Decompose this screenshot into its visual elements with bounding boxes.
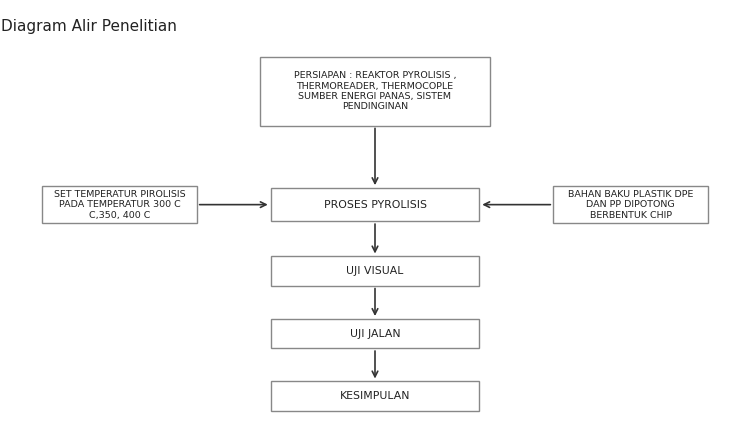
Text: KESIMPULAN: KESIMPULAN (340, 391, 410, 401)
Bar (260, 57, 490, 125)
Text: SET TEMPERATUR PIROLISIS
PADA TEMPERATUR 300 C
C,350, 400 C: SET TEMPERATUR PIROLISIS PADA TEMPERATUR… (53, 190, 185, 220)
Bar (554, 186, 708, 223)
Text: UJI VISUAL: UJI VISUAL (346, 266, 404, 276)
Text: PERSIAPAN : REAKTOR PYROLISIS ,
THERMOREADER, THERMOCOPLE
SUMBER ENERGI PANAS, S: PERSIAPAN : REAKTOR PYROLISIS , THERMORE… (294, 71, 456, 112)
Bar (271, 256, 479, 286)
Bar (271, 319, 479, 348)
Bar (271, 381, 479, 411)
Text: BAHAN BAKU PLASTIK DPE
DAN PP DIPOTONG
BERBENTUK CHIP: BAHAN BAKU PLASTIK DPE DAN PP DIPOTONG B… (568, 190, 693, 220)
Text: PROSES PYROLISIS: PROSES PYROLISIS (323, 200, 427, 210)
Text: UJI JALAN: UJI JALAN (350, 329, 400, 339)
Bar (42, 186, 196, 223)
Text: Diagram Alir Penelitian: Diagram Alir Penelitian (1, 19, 176, 34)
Bar (271, 188, 479, 221)
